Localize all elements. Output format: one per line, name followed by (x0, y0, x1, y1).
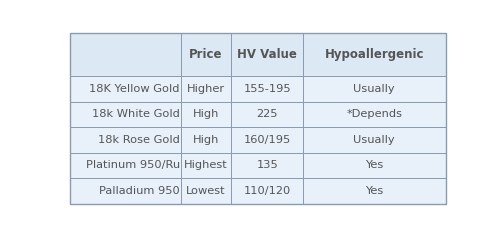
Bar (181, 127, 231, 153)
Text: 110/120: 110/120 (243, 186, 291, 196)
Bar (231, 33, 303, 76)
Text: 155-195: 155-195 (243, 84, 291, 94)
Bar (231, 153, 303, 178)
Text: 225: 225 (257, 110, 278, 120)
Bar (231, 76, 303, 102)
Bar (70, 178, 181, 204)
Bar (181, 76, 231, 102)
Bar (70, 76, 181, 102)
Text: Hypoallergenic: Hypoallergenic (324, 48, 424, 61)
Bar (181, 33, 231, 76)
Bar (303, 33, 446, 76)
Text: Usually: Usually (354, 135, 395, 145)
Text: Yes: Yes (365, 161, 383, 171)
Text: Platinum 950/Ru: Platinum 950/Ru (86, 161, 180, 171)
Text: 160/195: 160/195 (243, 135, 291, 145)
Text: High: High (193, 110, 219, 120)
Bar (181, 102, 231, 127)
Bar (231, 127, 303, 153)
Bar (303, 178, 446, 204)
Bar (303, 76, 446, 102)
Text: *Depends: *Depends (346, 110, 402, 120)
Bar (231, 178, 303, 204)
Text: Palladium 950: Palladium 950 (99, 186, 180, 196)
Text: Usually: Usually (354, 84, 395, 94)
Bar (70, 153, 181, 178)
Text: Highest: Highest (184, 161, 228, 171)
Bar (181, 153, 231, 178)
Text: Yes: Yes (365, 186, 383, 196)
Text: 135: 135 (257, 161, 278, 171)
Bar (70, 33, 181, 76)
Bar (70, 102, 181, 127)
Text: Higher: Higher (187, 84, 225, 94)
Bar (303, 153, 446, 178)
Bar (303, 127, 446, 153)
Bar (231, 102, 303, 127)
Text: 18k Rose Gold: 18k Rose Gold (98, 135, 180, 145)
Text: 18k White Gold: 18k White Gold (92, 110, 180, 120)
Text: High: High (193, 135, 219, 145)
Bar (303, 102, 446, 127)
Text: HV Value: HV Value (237, 48, 297, 61)
Text: 18K Yellow Gold: 18K Yellow Gold (90, 84, 180, 94)
Bar (181, 178, 231, 204)
Text: Price: Price (189, 48, 223, 61)
Text: Lowest: Lowest (186, 186, 226, 196)
Bar (70, 127, 181, 153)
